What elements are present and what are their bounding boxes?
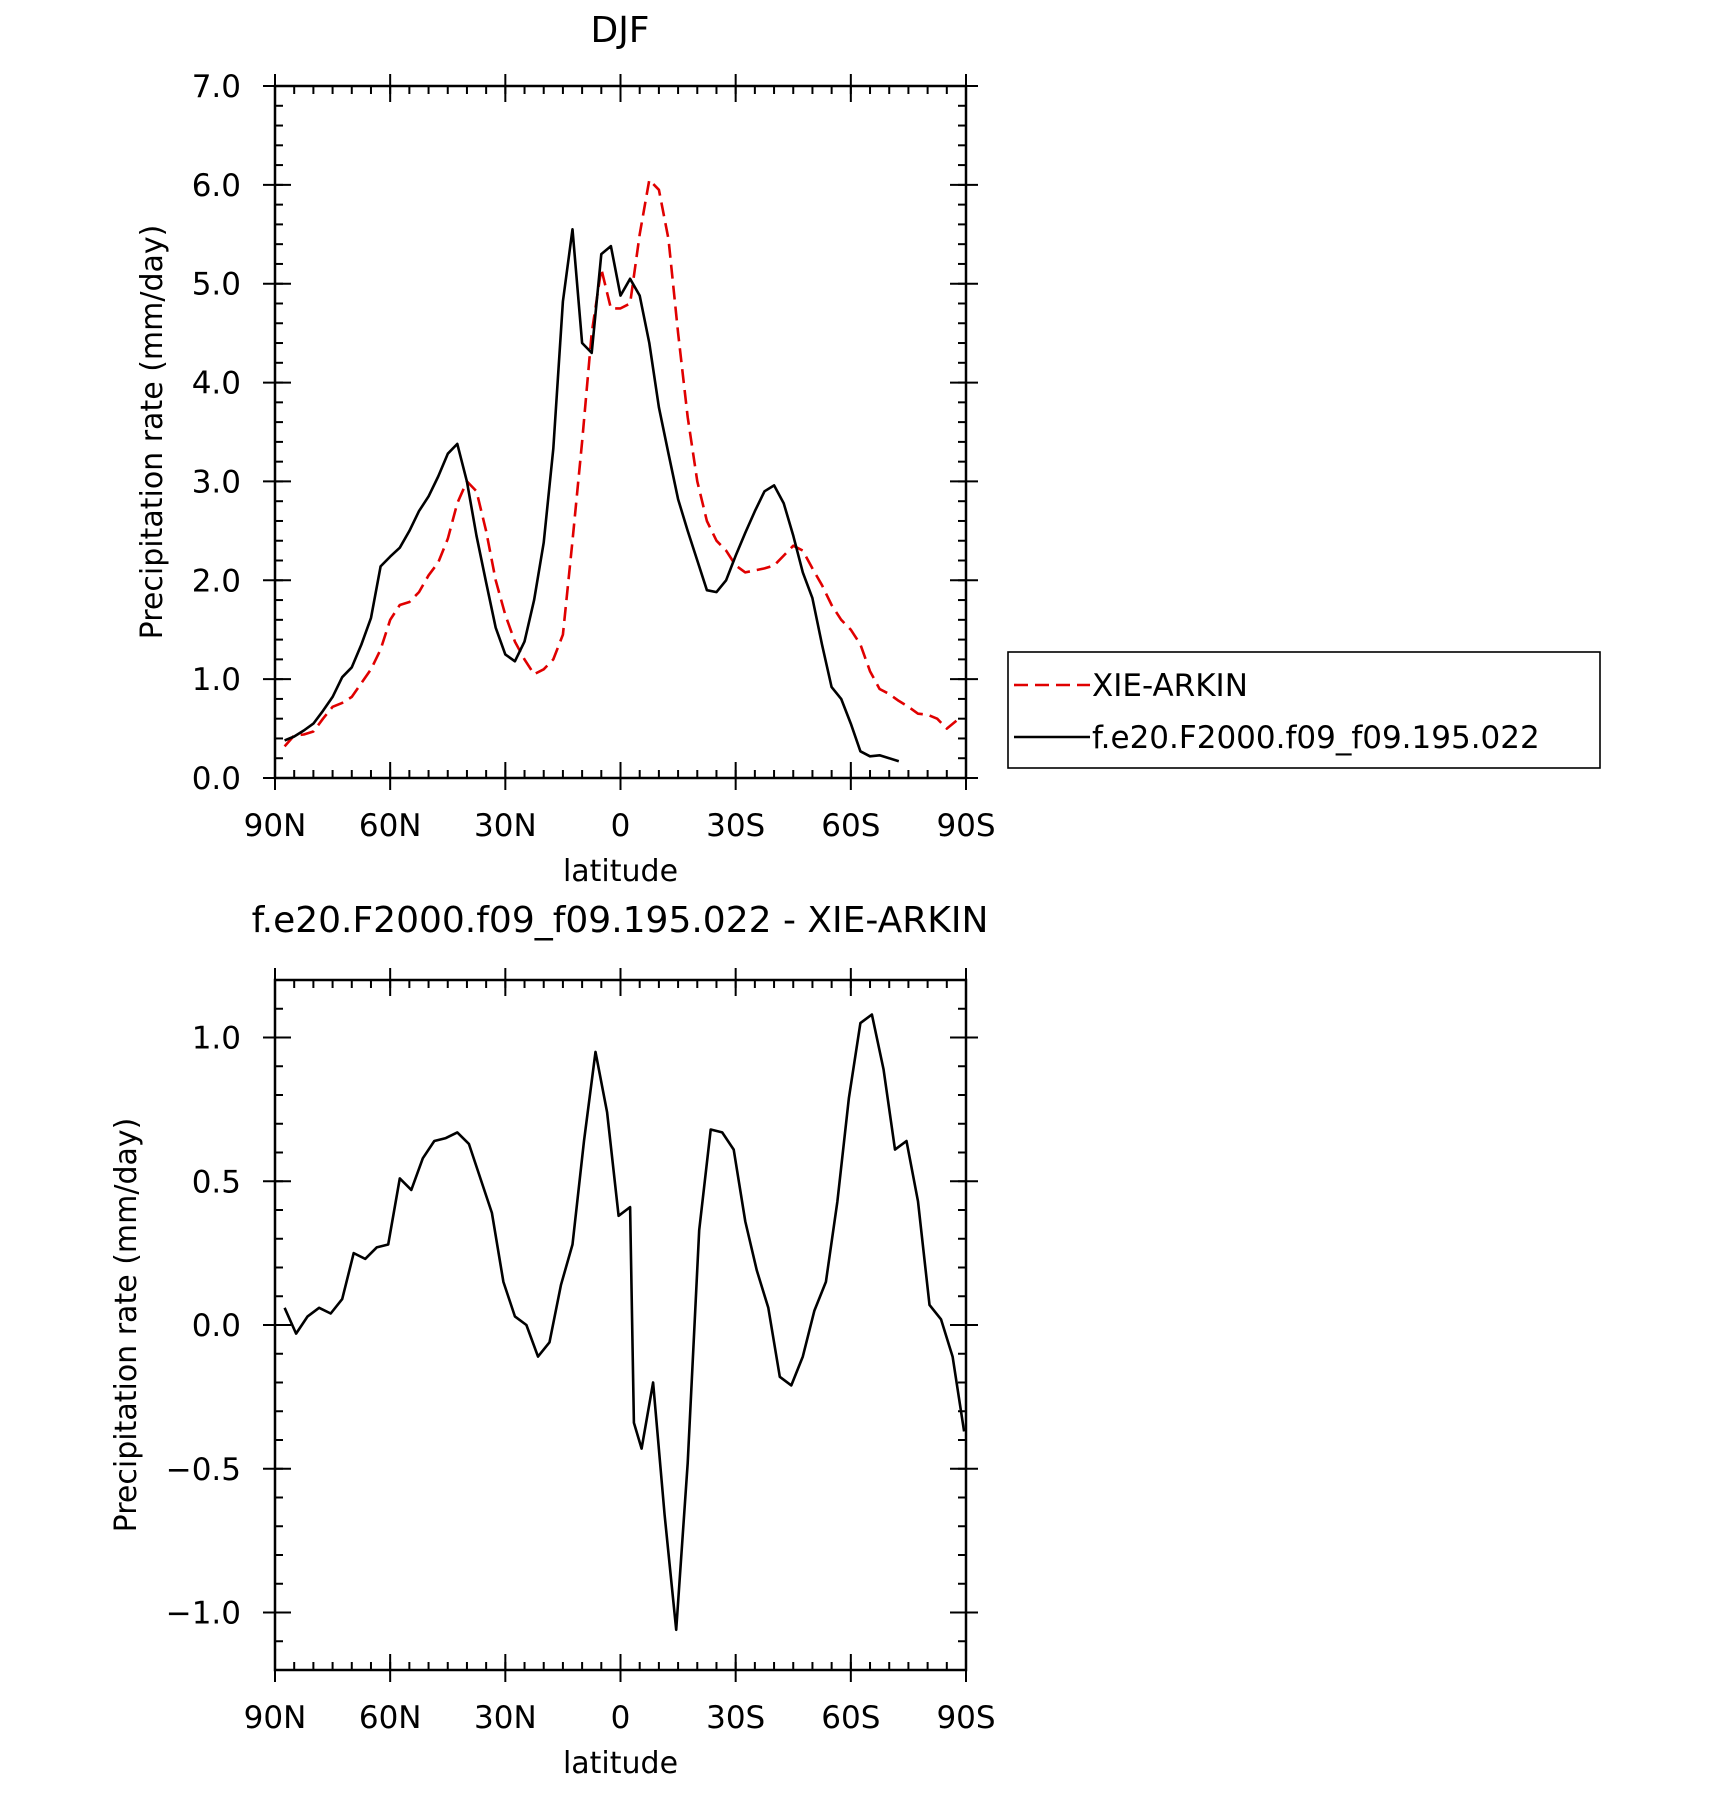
- chart-0-x-tick-label: 90N: [244, 808, 307, 844]
- chart-1-series-line-0: [283, 1013, 966, 1632]
- chart-0-plot-frame: [273, 84, 968, 780]
- chart-1-plot-frame: [273, 978, 968, 1672]
- chart-1-x-tick-label: 60N: [359, 1700, 422, 1736]
- chart-0-series-line-xie-arkin: [283, 178, 958, 748]
- chart-0-y-tick-label: 2.0: [192, 563, 241, 599]
- chart-1-x-axis-label: latitude: [563, 1746, 678, 1781]
- chart-1-x-tick-label: 30S: [706, 1700, 765, 1736]
- chart-1-y-axis-label: Precipitation rate (mm/day): [109, 1118, 144, 1533]
- chart-1-x-tick-label: 90N: [244, 1700, 307, 1736]
- chart-0-y-tick-label: 6.0: [192, 168, 241, 204]
- chart-0-legend-label: XIE-ARKIN: [1092, 668, 1248, 704]
- chart-0-x-tick-label: 90S: [936, 808, 995, 844]
- chart-1-x-tick-label: 30N: [474, 1700, 537, 1736]
- chart-1-y-tick-label: 1.0: [192, 1021, 241, 1057]
- chart-1-x-tick-label: 90S: [936, 1700, 995, 1736]
- chart-0-x-axis-label: latitude: [563, 854, 678, 889]
- chart-0-legend-label: f.e20.F2000.f09_f09.195.022: [1092, 720, 1540, 756]
- chart-1-y-tick-label: −0.5: [166, 1452, 241, 1488]
- chart-0-title: DJF: [590, 10, 649, 51]
- chart-0-y-tick-label: 7.0: [192, 69, 241, 105]
- chart-0-y-tick-label: 4.0: [192, 366, 241, 402]
- chart-1-y-tick-label: 0.0: [192, 1308, 241, 1344]
- chart-0-series-line-f-e20-f2000-f09-f09-195-022: [284, 228, 900, 763]
- chart-0-x-tick-label: 0: [611, 808, 631, 844]
- chart-1-y-tick-label: −1.0: [166, 1596, 241, 1632]
- chart-0-y-tick-label: 5.0: [192, 267, 241, 303]
- chart-0-y-tick-label: 1.0: [192, 662, 241, 698]
- chart-0-y-axis-label: Precipitation rate (mm/day): [135, 225, 170, 640]
- chart-1-title: f.e20.F2000.f09_f09.195.022 - XIE-ARKIN: [252, 900, 989, 941]
- chart-0-y-tick-label: 3.0: [192, 464, 241, 500]
- chart-1-y-tick-label: 0.5: [192, 1164, 241, 1200]
- chart-0-x-tick-label: 30S: [706, 808, 765, 844]
- chart-0-x-tick-label: 60S: [821, 808, 880, 844]
- chart-1-x-tick-label: 0: [611, 1700, 631, 1736]
- chart-0-x-tick-label: 60N: [359, 808, 422, 844]
- chart-0-y-tick-label: 0.0: [192, 761, 241, 797]
- top-panel: 0.0 1.0 2.0 3.0 4.0 5.0 6.0 7.0 90N 60N 30N 0 30S 60S…: [135, 10, 1601, 889]
- chart-0-x-tick-label: 30N: [474, 808, 537, 844]
- chart-0-legend-box: [1007, 651, 1601, 769]
- bottom-panel: −1.0 −0.5 0.0 0.5 1.0 90N 60N 30N 0 30S 60S 90S lati…: [109, 900, 996, 1781]
- chart-1-x-tick-label: 60S: [821, 1700, 880, 1736]
